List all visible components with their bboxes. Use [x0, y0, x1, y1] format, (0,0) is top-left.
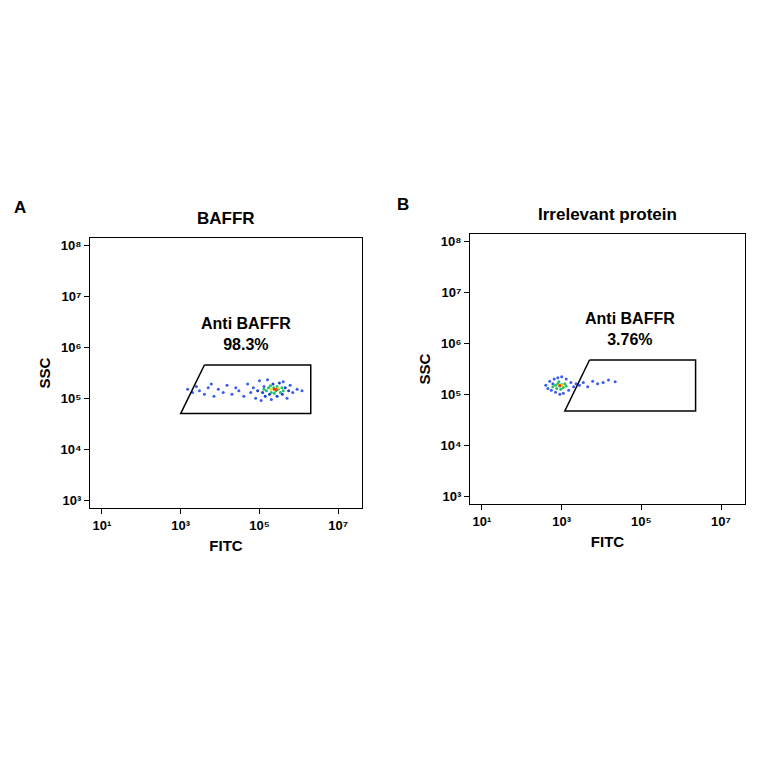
svg-text:Anti BAFFR3.76%: Anti BAFFR3.76%	[585, 310, 675, 348]
svg-text:SSC: SSC	[416, 353, 433, 384]
svg-text:10⁷: 10⁷	[442, 285, 462, 300]
svg-text:10⁴: 10⁴	[61, 442, 82, 457]
svg-text:10⁸: 10⁸	[441, 234, 462, 249]
svg-text:Anti BAFFR98.3%: Anti BAFFR98.3%	[201, 315, 291, 353]
svg-text:BAFFR: BAFFR	[197, 209, 255, 228]
svg-text:10³: 10³	[552, 514, 571, 529]
svg-text:10³: 10³	[63, 493, 82, 508]
svg-text:10³: 10³	[443, 489, 462, 504]
svg-text:B: B	[397, 195, 409, 214]
svg-text:10⁵: 10⁵	[249, 518, 270, 533]
svg-text:10³: 10³	[171, 518, 190, 533]
svg-text:10¹: 10¹	[473, 514, 492, 529]
svg-text:10⁵: 10⁵	[631, 514, 652, 529]
svg-text:10¹: 10¹	[92, 518, 111, 533]
svg-text:10⁸: 10⁸	[61, 238, 82, 253]
svg-text:FITC: FITC	[591, 533, 624, 550]
svg-text:FITC: FITC	[209, 537, 242, 554]
svg-text:10⁴: 10⁴	[441, 438, 462, 453]
svg-text:10⁷: 10⁷	[62, 289, 82, 304]
svg-text:10⁷: 10⁷	[328, 518, 348, 533]
svg-text:10⁶: 10⁶	[61, 340, 81, 355]
svg-text:10⁵: 10⁵	[441, 387, 462, 402]
svg-text:10⁵: 10⁵	[61, 391, 82, 406]
svg-text:10⁷: 10⁷	[711, 514, 731, 529]
svg-text:SSC: SSC	[36, 357, 53, 388]
svg-text:10⁶: 10⁶	[441, 336, 461, 351]
svg-text:A: A	[14, 198, 26, 217]
svg-text:Irrelevant protein: Irrelevant protein	[538, 205, 677, 224]
